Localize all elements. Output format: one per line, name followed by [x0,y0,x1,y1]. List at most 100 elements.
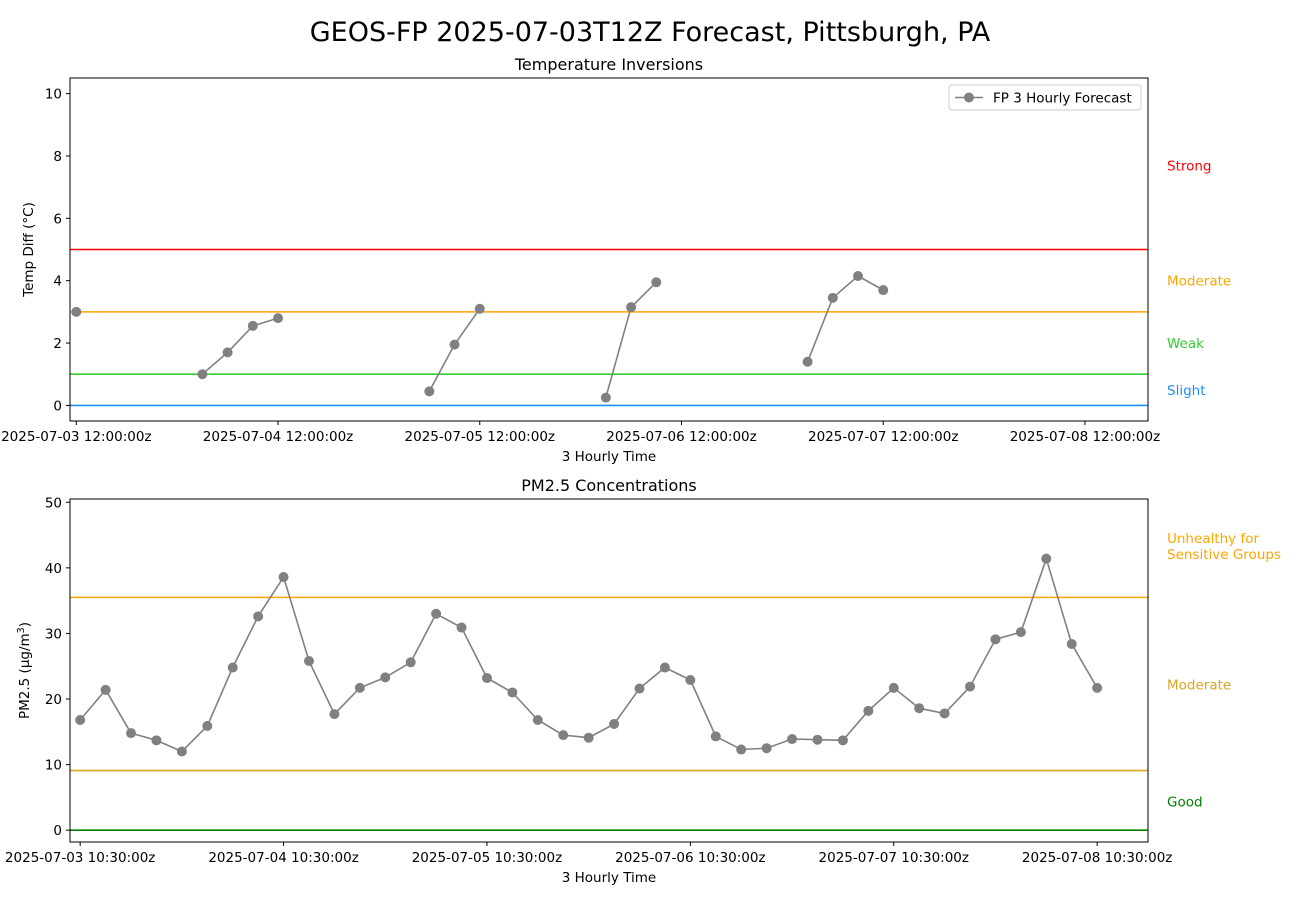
y-tick-label: 40 [45,561,62,577]
data-point [380,672,391,683]
data-point [853,271,864,282]
category-label: Unhealthy for [1167,531,1259,547]
data-point [802,356,813,367]
x-tick-label: 2025-07-08 10:30:00z [1022,850,1172,866]
y-tick-label: 2 [53,336,62,352]
x-tick-label: 2025-07-05 12:00:00z [405,429,555,445]
y-tick-label: 10 [45,87,62,103]
legend: FP 3 Hourly Forecast [948,84,1142,111]
data-point [71,306,82,317]
data-point [202,720,213,731]
data-point [329,709,340,720]
data-point [626,302,637,313]
y-tick-label: 6 [53,211,62,227]
x-tick-label: 2025-07-06 10:30:00z [615,850,765,866]
data-point [474,303,485,314]
data-point [761,743,772,754]
data-point [609,718,620,729]
y-tick-label: 8 [53,149,62,165]
y-tick-label: 4 [53,274,62,290]
data-point [431,608,442,619]
pm25-concentrations-panel: PM2.5 Concentrations 0 10 20 30 40 50 2025-07-0… [5,476,1281,886]
data-point [227,662,238,673]
data-point [888,682,899,693]
x-axis-label: 3 Hourly Time [562,449,656,465]
x-tick-label: 2025-07-08 12:00:00z [1010,429,1160,445]
data-point [354,682,365,693]
data-point [827,292,838,303]
data-point [1092,682,1103,693]
data-point [634,683,645,694]
data-point [685,675,696,686]
data-point [100,684,111,695]
data-point [1066,638,1077,649]
x-tick-label: 2025-07-07 10:30:00z [819,850,969,866]
x-tick-label: 2025-07-07 12:00:00z [808,429,958,445]
data-point [651,277,662,288]
data-point [278,572,289,583]
x-axis-label: 3 Hourly Time [562,870,656,886]
y-tick-label: 0 [53,398,62,414]
data-point [736,744,747,755]
data-point [600,392,611,403]
data-point [303,655,314,666]
data-point [558,730,569,741]
chart-title: PM2.5 Concentrations [521,476,697,495]
plot-frame [69,77,1149,422]
data-point [273,313,284,324]
data-point [247,320,258,331]
data-point [222,347,233,358]
x-tick-label: 2025-07-06 12:00:00z [606,429,756,445]
data-point [878,285,889,296]
legend-label: FP 3 Hourly Forecast [993,91,1132,107]
y-tick-label: 30 [45,626,62,642]
series-line [806,275,884,363]
data-point [863,705,874,716]
data-point [532,715,543,726]
chart-title: Temperature Inversions [514,55,703,74]
data-point [126,728,137,739]
data-point [710,731,721,742]
data-point [990,634,1001,645]
series-line [201,317,279,375]
data-point [583,732,594,743]
x-tick-label: 2025-07-03 10:30:00z [5,850,155,866]
data-point [837,735,848,746]
category-label: Good [1167,794,1203,810]
data-point [151,735,162,746]
plot-frame [69,498,1149,843]
y-tick-label: 20 [45,692,62,708]
y-tick-label: 50 [45,495,62,511]
category-label: Moderate [1167,678,1231,694]
data-point [939,708,950,719]
data-point [456,622,467,633]
data-point [424,386,435,397]
series-line [428,308,481,392]
data-point [914,703,925,714]
data-point [253,611,264,622]
data-point [449,339,460,350]
data-point [812,734,823,745]
x-tick-label: 2025-07-05 10:30:00z [412,850,562,866]
x-tick-label: 2025-07-04 12:00:00z [203,429,353,445]
y-tick-label: 0 [53,823,62,839]
y-axis-label: Temp Diff (°C) [21,202,37,298]
y-axis-label: PM2.5 (μg/m3) [16,622,33,719]
category-label: Moderate [1167,274,1231,290]
data-point [176,746,187,757]
figure-title: GEOS-FP 2025-07-03T12Z Forecast, Pittsbu… [310,17,991,48]
temperature-inversions-panel: Temperature Inversions 0 2 4 6 8 10 2025-07-03 … [1,55,1231,465]
data-point [965,681,976,692]
category-label: Slight [1167,383,1206,399]
data-point [75,715,86,726]
data-point [1041,553,1052,564]
data-point [659,662,670,673]
data-point [787,734,798,745]
legend-box [948,84,1142,111]
series-line [79,556,1098,753]
data-point [507,687,518,698]
category-label: Sensitive Groups [1167,547,1281,563]
data-point [1015,627,1026,638]
y-tick-label: 10 [45,758,62,774]
